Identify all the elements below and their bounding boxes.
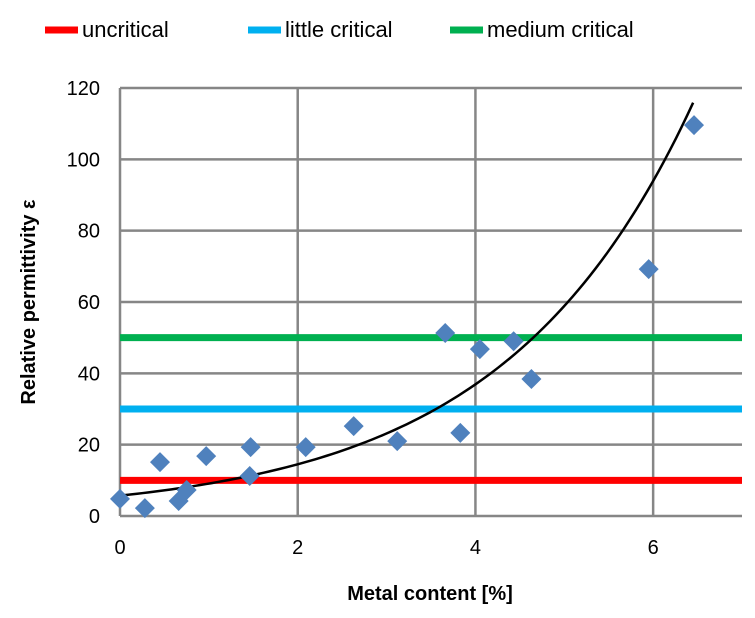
data-point [196,446,217,467]
y-axis-label: Relative permittivity ε [18,199,40,405]
data-point [110,488,130,509]
data-point [343,416,364,437]
legend-label: little critical [285,17,393,42]
x-tick-label: 6 [648,537,659,559]
data-point [521,369,542,390]
data-point [240,437,261,458]
x-axis-label: Metal content [%] [347,583,513,605]
x-tick-label: 4 [470,537,481,559]
y-tick-label: 80 [78,221,100,243]
x-tick-label: 2 [292,537,303,559]
y-tick-label: 120 [67,78,100,100]
data-point [503,331,524,352]
data-point [239,466,260,487]
data-point [469,339,490,360]
data-point [638,259,659,280]
y-tick-label: 60 [78,292,100,314]
trendline [119,102,695,497]
legend-label: uncritical [82,17,169,42]
data-point [684,115,705,136]
y-tick-label: 40 [78,363,100,385]
data-point [149,452,170,473]
data-point [387,431,408,452]
data-point [134,498,155,519]
data-point [450,422,471,443]
data-point [176,479,197,500]
data-point [435,323,456,344]
data-point [295,437,316,458]
y-tick-label: 100 [67,149,100,171]
x-tick-label: 0 [114,537,125,559]
legend-label: medium critical [487,17,634,42]
y-tick-label: 20 [78,435,100,457]
y-tick-label: 0 [89,506,100,528]
